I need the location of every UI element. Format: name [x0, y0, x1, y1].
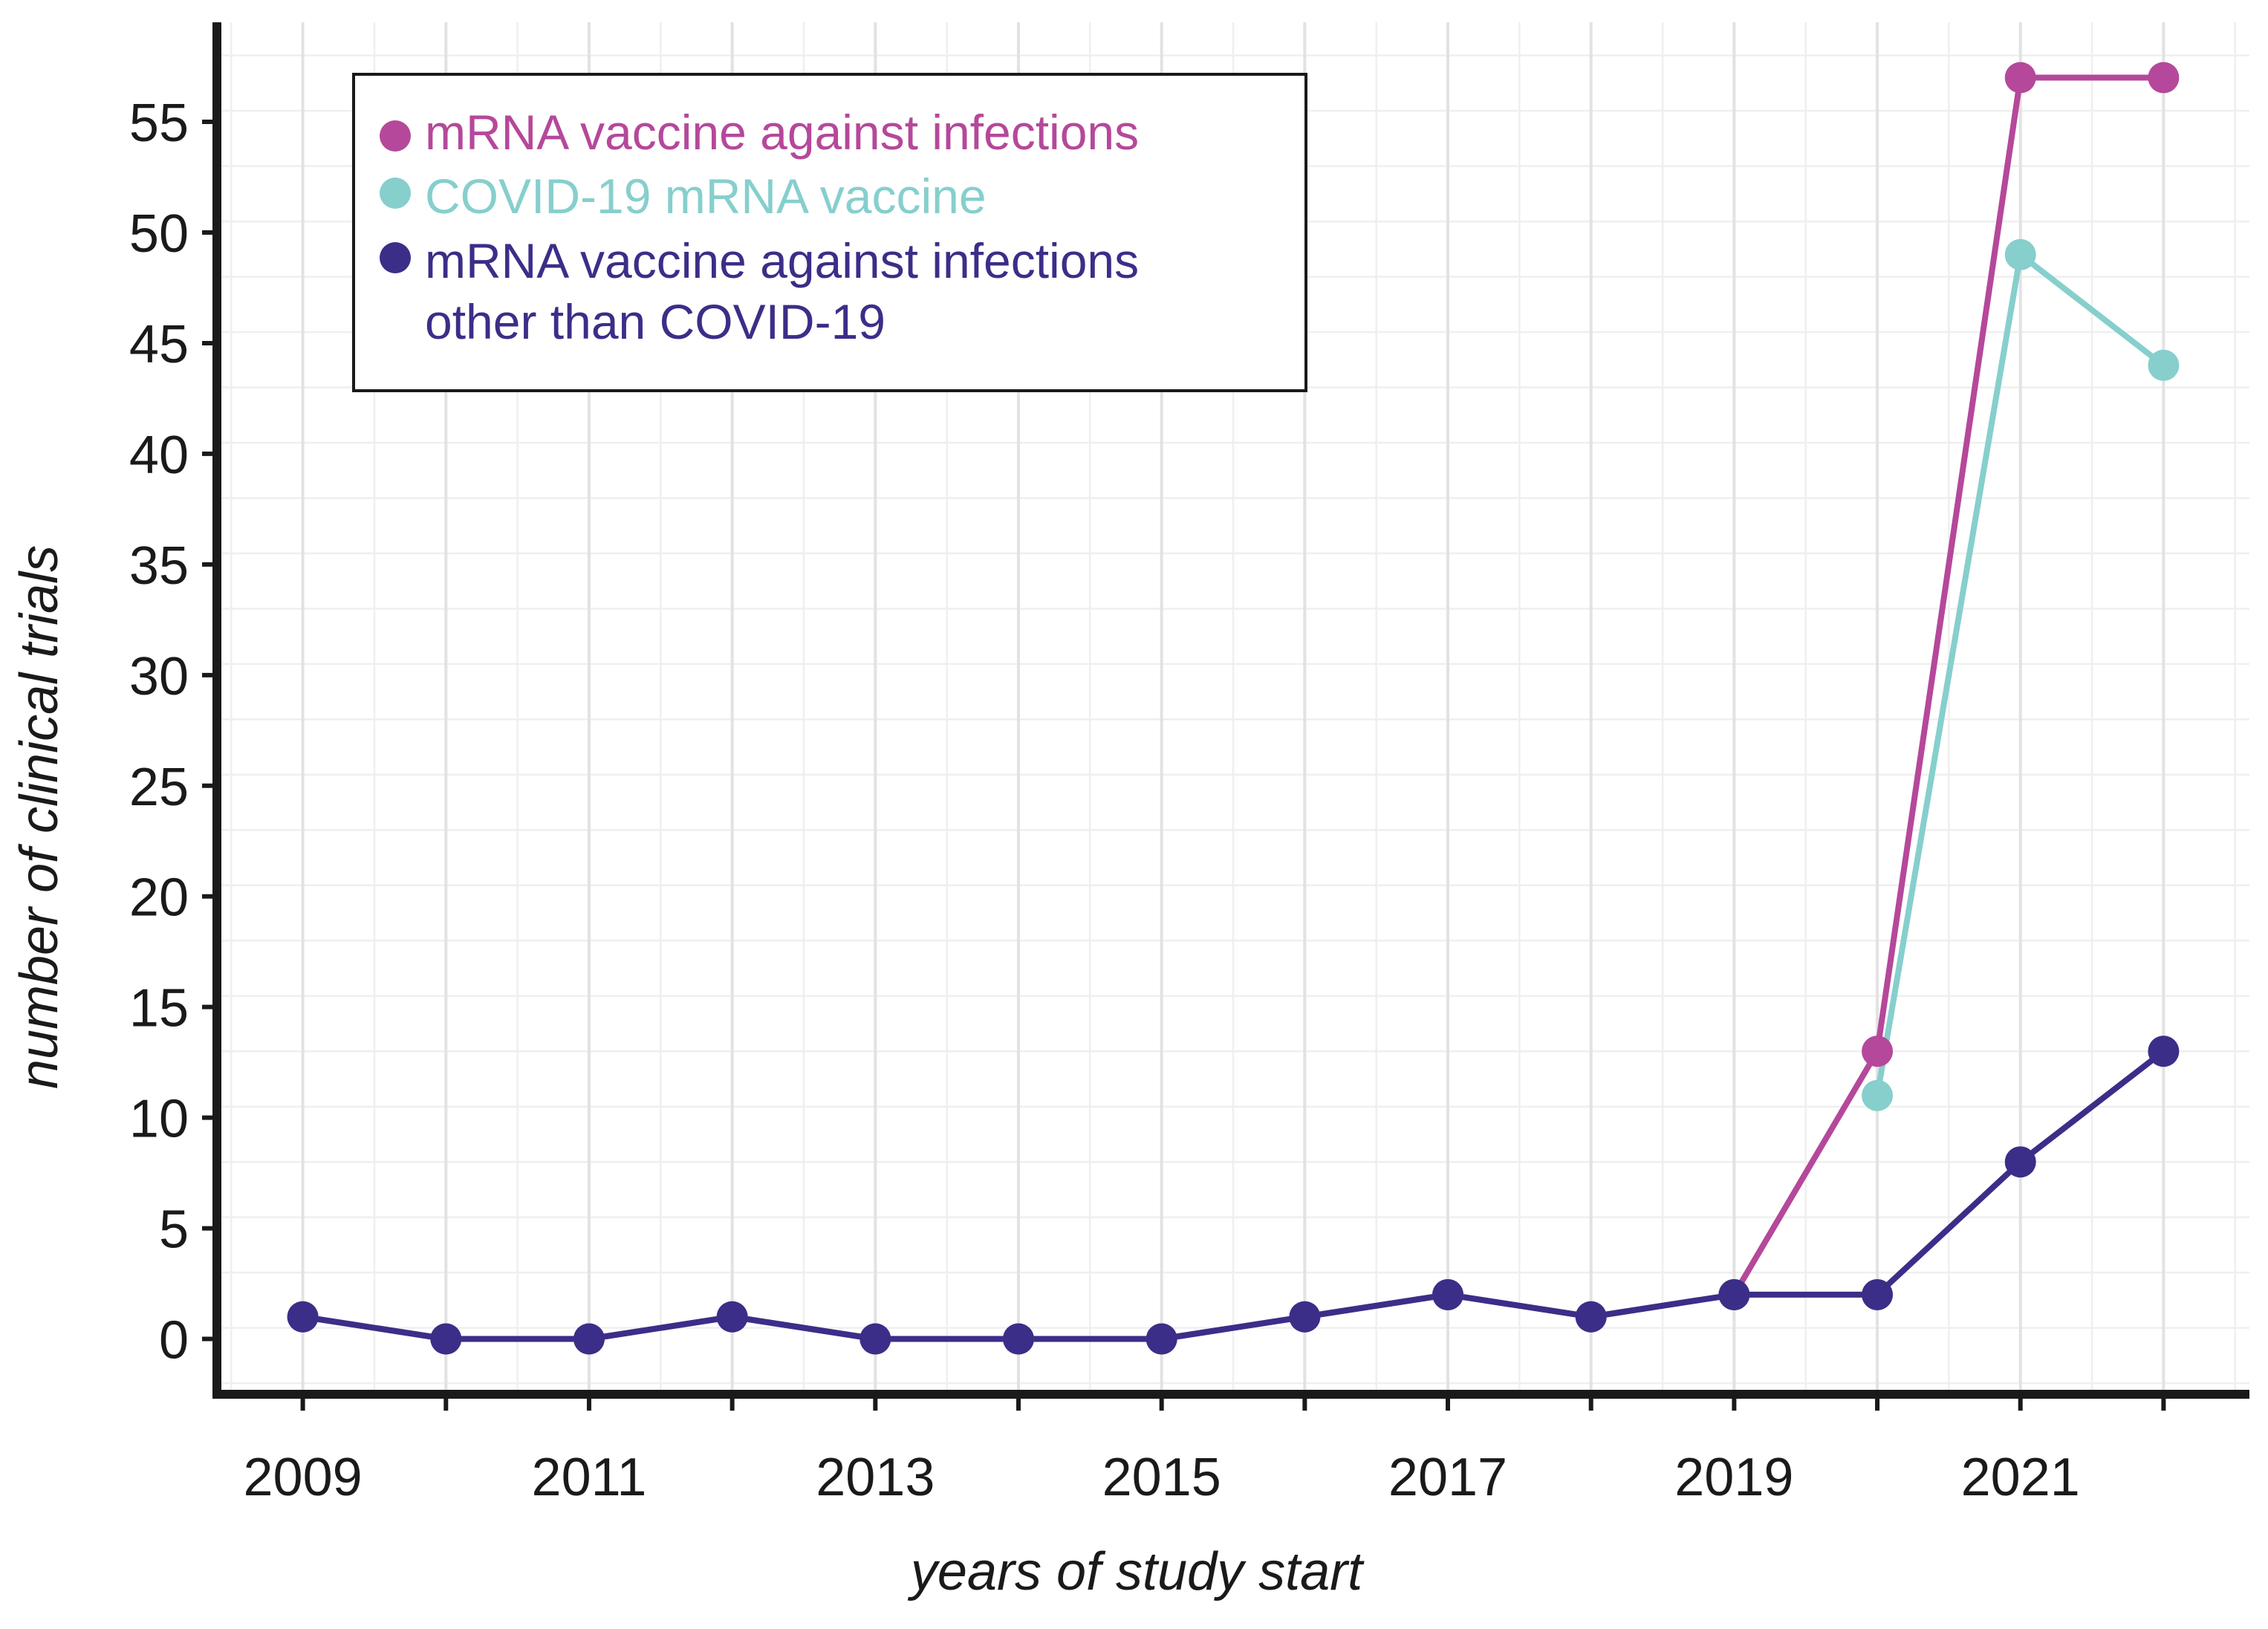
data-point-2-2009 [287, 1301, 319, 1333]
legend-marker-0 [380, 120, 411, 152]
series-line-2 [299, 1048, 2167, 1342]
legend-box [352, 73, 1307, 392]
legend-marker-1 [380, 178, 411, 209]
legend-label-1: COVID-19 mRNA vaccine [425, 169, 987, 224]
data-point-2-2015 [1146, 1323, 1177, 1355]
y-tick-label: 15 [129, 979, 189, 1038]
y-tick-label: 20 [129, 868, 189, 928]
data-point-2-2013 [860, 1323, 891, 1355]
x-tick-label: 2009 [244, 1448, 363, 1507]
y-axis-title: number of clinical trials [10, 545, 69, 1089]
legend-marker-2 [380, 242, 411, 273]
data-point-1-2022 [2148, 349, 2180, 381]
y-tick-label: 25 [129, 758, 189, 817]
data-point-0-2021 [2004, 62, 2036, 94]
y-tick-label: 10 [129, 1090, 189, 1149]
data-point-2-2022 [2148, 1035, 2180, 1067]
y-tick-label: 35 [129, 536, 189, 596]
y-tick-label: 30 [129, 647, 189, 706]
y-tick-label: 0 [159, 1311, 189, 1370]
y-tick-label: 55 [129, 94, 189, 153]
x-tick-label: 2011 [532, 1448, 647, 1507]
x-axis-title: years of study start [907, 1542, 1365, 1602]
y-tick-label: 50 [129, 204, 189, 264]
data-point-0-2022 [2148, 62, 2180, 94]
x-tick-label: 2013 [816, 1448, 935, 1507]
data-point-2-2011 [573, 1323, 605, 1355]
data-point-2-2018 [1575, 1301, 1607, 1333]
x-tick-label: 2019 [1674, 1448, 1793, 1507]
axes [212, 22, 2249, 1399]
series-points [287, 62, 2180, 1355]
legend-label-2-line-1: mRNA vaccine against infections [425, 233, 1139, 288]
y-tick-label: 40 [129, 426, 189, 485]
data-point-0-2020 [1862, 1035, 1894, 1067]
x-tick-label: 2021 [1961, 1448, 2080, 1507]
legend: mRNA vaccine against infections COVID-19… [352, 73, 1307, 392]
data-point-2-2017 [1432, 1278, 1464, 1310]
data-point-2-2014 [1002, 1323, 1034, 1355]
data-point-2-2020 [1862, 1278, 1894, 1310]
legend-label-0: mRNA vaccine against infections [425, 105, 1139, 160]
data-point-1-2021 [2004, 238, 2036, 270]
data-point-2-2010 [430, 1323, 462, 1355]
legend-label-2-line-2: other than COVID-19 [425, 294, 886, 349]
y-tick-label: 5 [159, 1200, 189, 1260]
x-tick-label: 2017 [1388, 1448, 1507, 1507]
data-point-2-2012 [716, 1301, 748, 1333]
data-point-2-2021 [2004, 1146, 2036, 1178]
x-tick-label: 2015 [1102, 1448, 1221, 1507]
data-point-1-2020 [1862, 1079, 1894, 1111]
ticks: 0 5 10 15 20 25 30 35 40 45 50 55 2009 2011 2013 2015 20… [129, 94, 2166, 1507]
data-point-2-2019 [1718, 1278, 1750, 1310]
data-point-2-2016 [1289, 1301, 1321, 1333]
y-tick-label: 45 [129, 315, 189, 374]
